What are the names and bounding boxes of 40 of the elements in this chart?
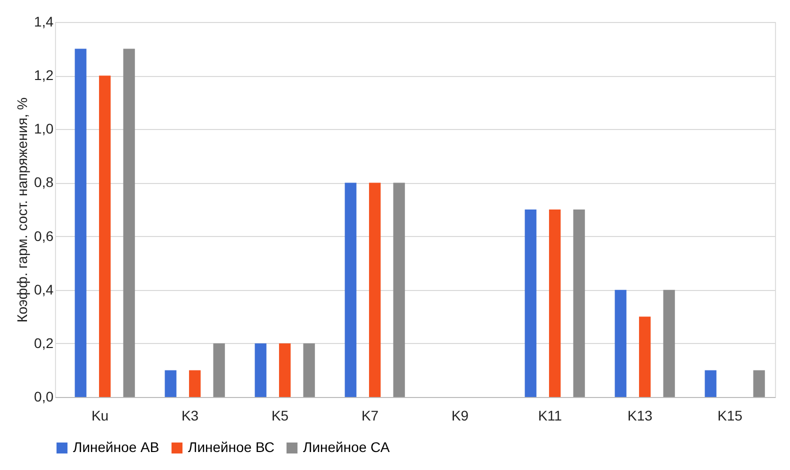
bar bbox=[213, 343, 225, 397]
legend-label: Линейное ВС bbox=[188, 439, 275, 455]
bar bbox=[549, 210, 561, 397]
x-tick-label: K11 bbox=[538, 408, 562, 424]
bar bbox=[99, 76, 111, 397]
bar bbox=[614, 290, 626, 397]
x-tick-label: K15 bbox=[718, 408, 743, 424]
bar bbox=[189, 370, 201, 397]
y-axis-title: Коэфф. гарм. сост. напряжения, % bbox=[14, 97, 30, 323]
bar bbox=[74, 48, 86, 397]
y-tick-label: 0,6 bbox=[34, 228, 54, 244]
y-tick-label: 0,0 bbox=[34, 388, 54, 404]
x-tick-label: K7 bbox=[361, 408, 379, 424]
legend-label: Линейное СА bbox=[303, 439, 390, 455]
x-tick-label: Ku bbox=[91, 408, 109, 424]
bar bbox=[123, 48, 135, 397]
bar bbox=[704, 370, 716, 397]
bar bbox=[303, 343, 315, 397]
bar bbox=[639, 316, 651, 397]
x-tick-label: K5 bbox=[271, 408, 289, 424]
y-tick-label: 1,4 bbox=[34, 14, 54, 30]
x-tick-label: K9 bbox=[451, 408, 469, 424]
y-tick-label: 0,2 bbox=[34, 334, 54, 351]
bar bbox=[279, 343, 291, 397]
bar bbox=[573, 210, 585, 397]
y-tick-label: 1,2 bbox=[34, 67, 54, 84]
bar bbox=[344, 182, 356, 397]
bar bbox=[524, 210, 536, 397]
bar bbox=[164, 370, 176, 397]
x-tick-label: K3 bbox=[181, 408, 199, 424]
bar bbox=[369, 182, 381, 397]
x-tick-label: K13 bbox=[628, 408, 653, 424]
bar bbox=[393, 182, 405, 397]
y-tick-label: 1,0 bbox=[34, 120, 54, 137]
y-tick-label: 0,4 bbox=[34, 281, 54, 298]
y-tick-label: 0,8 bbox=[34, 174, 54, 190]
bar bbox=[753, 370, 765, 397]
bar bbox=[254, 343, 266, 397]
bar bbox=[663, 290, 675, 397]
legend-label: Линейное АВ bbox=[73, 439, 160, 455]
